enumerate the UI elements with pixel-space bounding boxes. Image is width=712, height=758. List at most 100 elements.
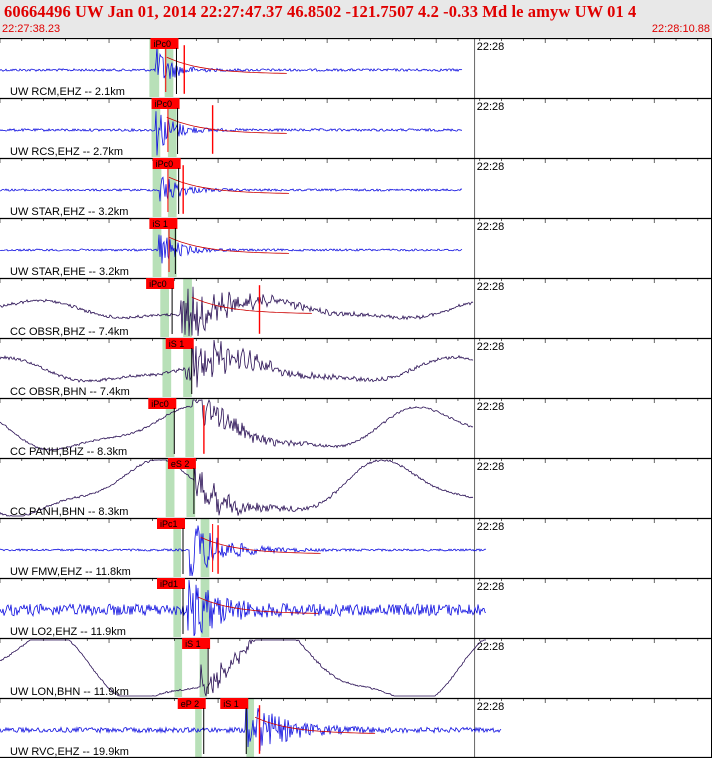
- end-time: 22:28:10.88: [651, 23, 710, 35]
- pick-flag-label: eS 2: [171, 459, 190, 469]
- station-label: UW STAR,EHZ -- 3.2km: [10, 206, 128, 218]
- waveform: [0, 286, 474, 337]
- station-label: CC OBSR,BHN -- 7.4km: [10, 386, 130, 398]
- seismogram-track: 22:28 iPd1 UW LO2,EHZ -- 11.9km: [0, 577, 712, 638]
- waveform: [0, 176, 463, 202]
- pick-flag-label: iPc0: [155, 99, 173, 109]
- waveform: [0, 459, 474, 517]
- station-label: UW LO2,EHZ -- 11.9km: [10, 626, 126, 638]
- station-label: CC PANH,BHN -- 8.3km: [10, 506, 128, 518]
- coda-curve: [166, 116, 287, 134]
- pick-band: [200, 519, 210, 577]
- pick-flag-label: iPd1: [160, 579, 178, 589]
- pick-flag: [151, 98, 180, 109]
- time-marker-label: 22:28: [477, 521, 505, 533]
- pick-band: [174, 639, 183, 697]
- time-marker-label: 22:28: [477, 341, 505, 353]
- station-label: UW FMW,EHZ -- 11.8km: [10, 566, 131, 578]
- coda-curve: [200, 536, 321, 554]
- coda-curve: [166, 56, 287, 74]
- seismogram-track: 22:28 iPc0 UW RCM,EHZ -- 2.1km: [0, 38, 712, 98]
- pick-flag: [220, 698, 249, 709]
- seismogram-track: 22:28 iS 1 CC OBSR,BHN -- 7.4km: [0, 337, 712, 398]
- waveform: [0, 398, 474, 452]
- pick-band: [152, 159, 162, 217]
- pick-band: [165, 399, 175, 457]
- pick-flag: [152, 158, 181, 169]
- pick-flag: [182, 638, 211, 649]
- pick-flag-label: eP 2: [181, 699, 199, 709]
- pick-band: [186, 459, 196, 517]
- pick-flag: [165, 338, 194, 349]
- pick-flag-label: iPc0: [153, 39, 171, 49]
- seismogram-track: 22:28 eS 2 CC PANH,BHN -- 8.3km: [0, 457, 712, 518]
- coda-curve: [191, 296, 312, 314]
- seismogram-track: 22:28 iPc1 UW FMW,EHZ -- 11.8km: [0, 517, 712, 578]
- pick-flag-label: iS 1: [185, 639, 201, 649]
- pick-band: [246, 699, 255, 757]
- time-marker-label: 22:28: [477, 41, 505, 53]
- station-label: UW STAR,EHE -- 3.2km: [10, 266, 129, 278]
- pick-band: [195, 699, 202, 757]
- station-label: CC OBSR,BHZ -- 7.4km: [10, 326, 129, 338]
- time-marker-label: 22:28: [477, 701, 505, 713]
- waveform: [0, 339, 474, 388]
- pick-flag: [148, 398, 177, 409]
- pick-flag: [157, 578, 186, 589]
- pick-flag-label: iPc1: [160, 519, 178, 529]
- time-marker-label: 22:28: [477, 581, 505, 593]
- pick-flag: [157, 518, 186, 529]
- pick-flag-label: iS 1: [223, 699, 239, 709]
- seismogram-track: 22:28 iPc0 UW STAR,EHZ -- 3.2km: [0, 157, 712, 218]
- time-marker-label: 22:28: [477, 221, 505, 233]
- coda-curve: [168, 176, 290, 194]
- pick-band: [167, 159, 177, 217]
- pick-band: [185, 399, 195, 457]
- start-time: 22:27:38.23: [2, 23, 61, 35]
- time-marker-label: 22:28: [477, 161, 505, 173]
- pick-flag-label: iPc0: [156, 159, 174, 169]
- event-title: 60664496 UW Jan 01, 2014 22:27:47.37 46.…: [4, 2, 637, 21]
- coda-curve: [168, 236, 290, 254]
- waveform: [0, 234, 463, 264]
- pick-flag-label: iS 1: [152, 219, 168, 229]
- pick-band: [160, 279, 170, 337]
- time-marker-label: 22:28: [477, 281, 505, 293]
- pick-band: [149, 39, 160, 97]
- coda-curve: [254, 716, 376, 734]
- pick-flag-label: iPc0: [151, 399, 169, 409]
- station-label: UW RCM,EHZ -- 2.1km: [10, 86, 125, 98]
- pick-band: [183, 339, 192, 397]
- waveform: [0, 579, 487, 637]
- seismogram-track: 22:28 iPc0 UW RCS,EHZ -- 2.7km: [0, 97, 712, 158]
- waveform: [0, 111, 463, 156]
- waveform: [0, 46, 463, 79]
- station-label: UW RCS,EHZ -- 2.7km: [10, 146, 123, 158]
- seismogram-track: 22:28 iS 1 UW LON,BHN -- 11.9km: [0, 637, 712, 698]
- pick-flag: [177, 698, 206, 709]
- seismogram-track: 22:28 iS 1 UW STAR,EHE -- 3.2km: [0, 217, 712, 278]
- seismogram-panel: 22:28 iPc0 UW RCM,EHZ -- 2.1km 22:28 iPc0 UW …: [0, 38, 712, 758]
- seismogram-track: 22:28 eP 2 iS 1 UW RVC,EHZ -- 19.9km: [0, 697, 712, 758]
- waveform: [0, 638, 486, 697]
- pick-flag: [167, 458, 196, 469]
- pick-band: [173, 519, 181, 577]
- coda-curve: [198, 596, 319, 614]
- pick-band: [165, 459, 175, 517]
- pick-flag-label: iS 1: [169, 339, 185, 349]
- waveform: [0, 525, 487, 577]
- seismogram-track: 22:28 iPc0 CC PANH,BHZ -- 8.3km: [0, 397, 712, 458]
- pick-band: [199, 639, 208, 697]
- station-label: UW RVC,EHZ -- 19.9km: [10, 746, 129, 758]
- time-marker-label: 22:28: [477, 101, 505, 113]
- pick-flag: [149, 218, 178, 229]
- pick-band: [152, 219, 162, 277]
- pick-flag: [150, 38, 179, 49]
- pick-flag-label: iPc0: [149, 279, 167, 289]
- seismogram-track: 22:28 iPc0 CC OBSR,BHZ -- 7.4km: [0, 277, 712, 338]
- station-label: CC PANH,BHZ -- 8.3km: [10, 446, 127, 458]
- pick-band: [200, 579, 210, 637]
- pick-band: [162, 339, 172, 397]
- time-marker-label: 22:28: [477, 461, 505, 473]
- pick-flag: [146, 278, 175, 289]
